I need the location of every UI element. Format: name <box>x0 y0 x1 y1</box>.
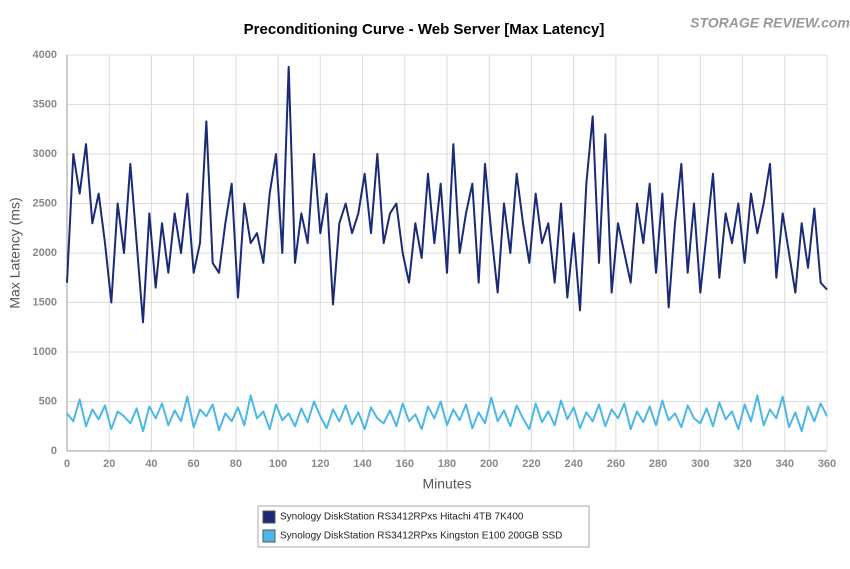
series-line <box>66 65 828 324</box>
legend-box <box>257 505 590 548</box>
x-tick-label: 0 <box>64 458 70 470</box>
x-tick-label: 180 <box>438 458 456 470</box>
x-tick-label: 60 <box>188 458 200 470</box>
x-tick-label: 100 <box>269 458 287 470</box>
x-tick-label: 140 <box>353 458 371 470</box>
logo: STORAGE REVIEW.com <box>690 15 850 31</box>
x-tick-label: 120 <box>311 458 329 470</box>
x-tick-label: 20 <box>103 458 115 470</box>
y-tick-label: 1500 <box>33 296 57 308</box>
y-tick-label: 500 <box>39 395 57 407</box>
legend-label: Synology DiskStation RS3412RPxs Kingston… <box>280 531 562 542</box>
x-tick-label: 200 <box>480 458 498 470</box>
y-tick-label: 1000 <box>33 346 57 358</box>
x-tick-label: 280 <box>649 458 667 470</box>
x-tick-label: 240 <box>564 458 582 470</box>
series-line <box>66 394 828 433</box>
x-tick-label: 260 <box>607 458 625 470</box>
y-axis-label: Max Latency (ms) <box>7 197 23 308</box>
y-tick-label: 3500 <box>33 98 57 110</box>
x-tick-label: 300 <box>691 458 709 470</box>
legend-swatch <box>262 529 276 543</box>
x-tick-label: 40 <box>145 458 157 470</box>
x-axis-label: Minutes <box>422 476 471 492</box>
x-tick-label: 320 <box>733 458 751 470</box>
x-tick-label: 340 <box>776 458 794 470</box>
y-tick-label: 2500 <box>33 197 57 209</box>
x-tick-label: 360 <box>818 458 836 470</box>
y-tick-label: 4000 <box>33 49 57 61</box>
x-tick-label: 80 <box>230 458 242 470</box>
x-tick-label: 220 <box>522 458 540 470</box>
x-tick-label: 160 <box>396 458 414 470</box>
chart-title: Preconditioning Curve - Web Server [Max … <box>244 21 605 38</box>
y-tick-label: 0 <box>51 445 57 457</box>
legend-swatch <box>262 510 276 524</box>
y-tick-label: 2000 <box>33 247 57 259</box>
y-tick-label: 3000 <box>33 148 57 160</box>
legend-label: Synology DiskStation RS3412RPxs Hitachi … <box>280 512 524 523</box>
